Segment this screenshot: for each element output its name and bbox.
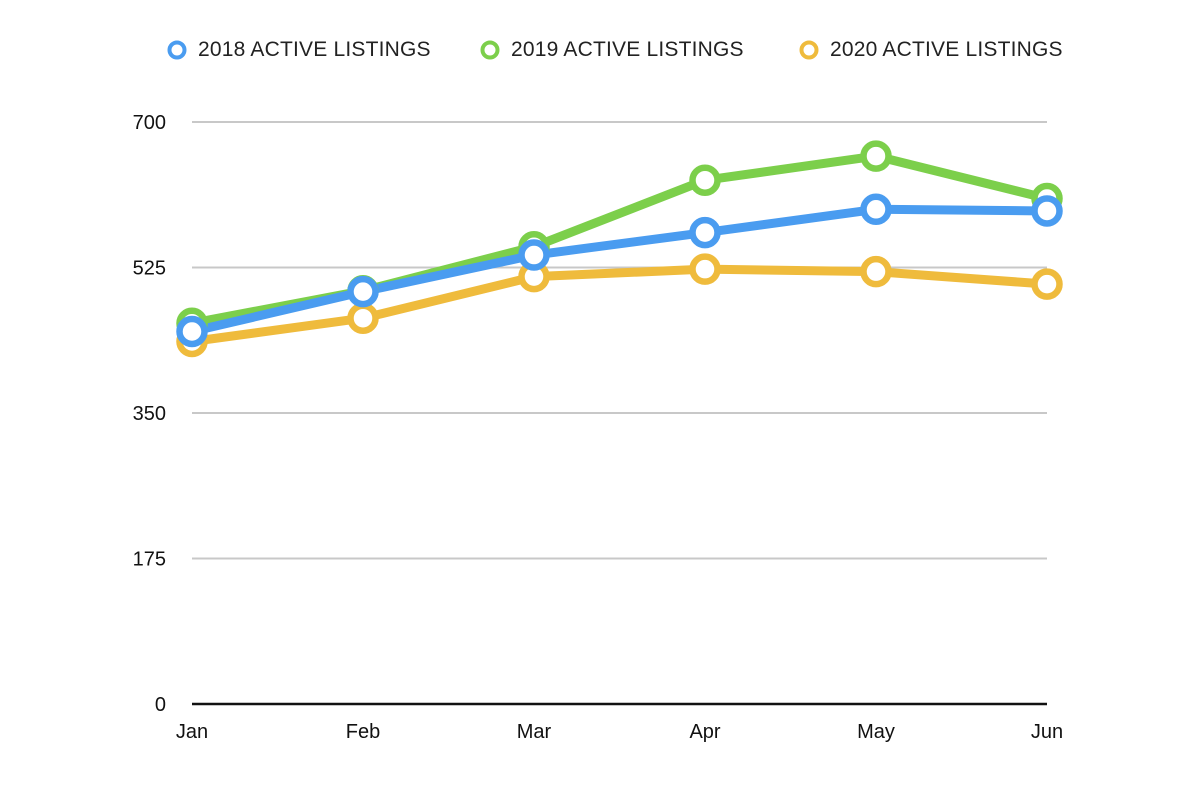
x-tick-label: Apr [689, 721, 720, 743]
series-line-2018 [187, 204, 1052, 337]
y-tick-label: 700 [133, 112, 166, 134]
x-tick-label: Feb [346, 721, 380, 743]
data-point-2018[interactable] [176, 315, 208, 348]
x-tick-label: Mar [517, 721, 552, 743]
x-axis-tick-labels: Jan Feb Mar Apr May Jun [176, 721, 1063, 743]
legend-label-2020: 2020 ACTIVE LISTINGS [830, 38, 1063, 61]
legend-marker-2018-icon [167, 40, 187, 60]
series-group [176, 140, 1063, 358]
data-point-2019[interactable] [860, 140, 892, 172]
gridlines [192, 121, 1047, 560]
series-line-2020 [187, 264, 1052, 346]
x-tick-label: Jan [176, 721, 208, 743]
data-point-2018[interactable] [1031, 195, 1063, 227]
legend-item-2018[interactable]: 2018 ACTIVE LISTINGS [166, 34, 431, 66]
legend-item-2020[interactable]: 2020 ACTIVE LISTINGS [798, 34, 1063, 66]
x-tick-label: May [857, 721, 895, 743]
chart-legend: 2018 ACTIVE LISTINGS 2019 ACTIVE LISTING… [0, 34, 1200, 66]
data-point-2018[interactable] [860, 193, 892, 226]
data-point-2018[interactable] [518, 239, 550, 271]
x-tick-label: Jun [1031, 721, 1063, 743]
legend-label-2018: 2018 ACTIVE LISTINGS [198, 38, 431, 61]
y-tick-label: 0 [155, 694, 166, 716]
data-point-2018[interactable] [689, 216, 721, 249]
legend-label-2019: 2019 ACTIVE LISTINGS [511, 38, 744, 61]
legend-marker-2019-icon [480, 40, 500, 60]
y-tick-label: 350 [133, 403, 166, 425]
data-point-2018[interactable] [347, 275, 379, 308]
legend-marker-2020-icon [799, 40, 819, 60]
data-point-2019[interactable] [689, 164, 721, 196]
data-point-2020[interactable] [347, 302, 379, 334]
y-tick-label: 525 [133, 258, 166, 280]
legend-item-2019[interactable]: 2019 ACTIVE LISTINGS [479, 34, 744, 66]
data-point-2020[interactable] [1031, 268, 1063, 300]
y-axis-tick-labels: 0 175 350 525 700 [133, 112, 166, 716]
data-point-2020[interactable] [689, 253, 721, 285]
y-tick-label: 175 [133, 549, 166, 571]
data-point-2020[interactable] [860, 255, 892, 288]
